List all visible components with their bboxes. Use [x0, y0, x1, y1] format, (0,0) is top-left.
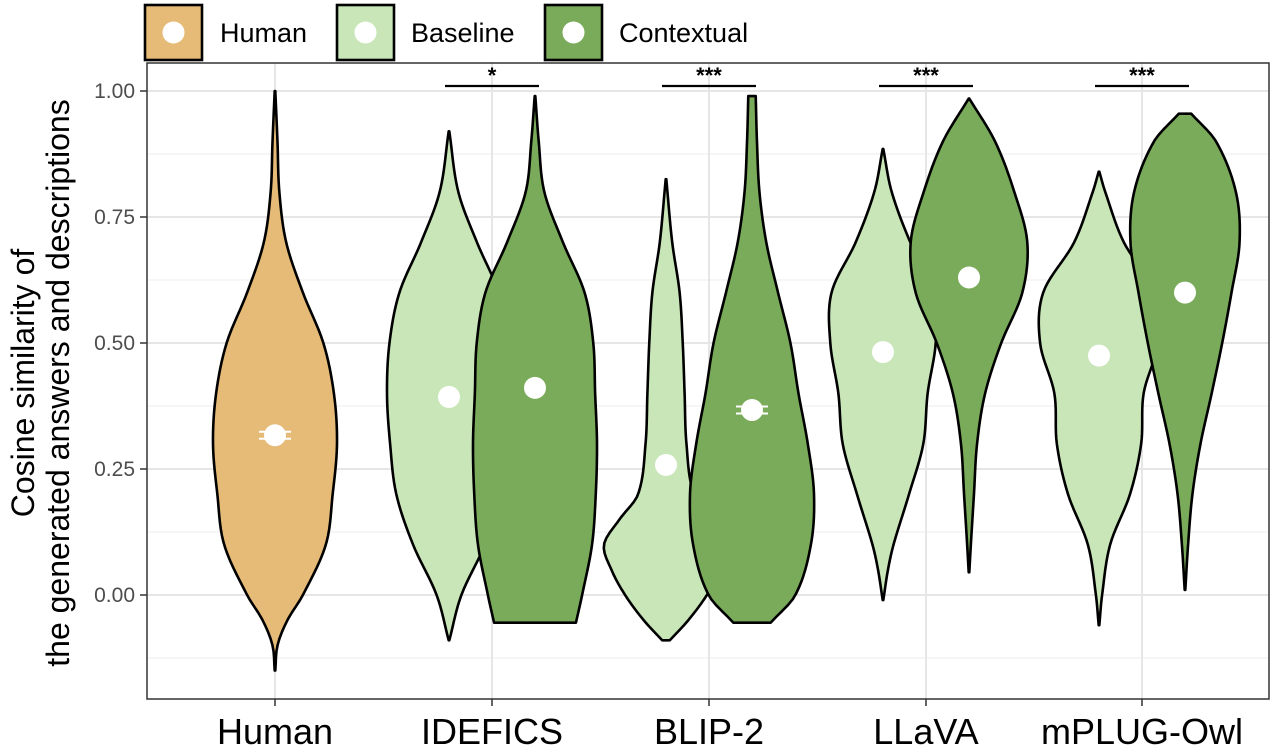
violin-idefics-contextual	[471, 94, 599, 625]
x-tick-label: mPLUG-Owl	[1041, 711, 1243, 752]
significance-label: ***	[913, 63, 939, 88]
x-tick-label: LLaVA	[873, 711, 978, 752]
violin-human-human	[211, 89, 339, 672]
significance-label: ***	[696, 63, 722, 88]
legend-label: Baseline	[411, 18, 515, 48]
y-axis-title-line-2: the generated answers and descriptions	[40, 99, 76, 666]
violin-mplug-owl-contextual	[1128, 112, 1242, 592]
mean-point	[438, 385, 460, 408]
legend-label: Contextual	[619, 18, 748, 48]
y-tick-label: 0.50	[94, 332, 135, 355]
significance-label: ***	[1129, 63, 1155, 88]
legend-key-human	[143, 3, 204, 62]
significance-label: *	[488, 63, 497, 88]
y-axis-title: Cosine similarity of the generated answe…	[5, 99, 76, 666]
mean-point	[958, 266, 980, 289]
mean-point	[264, 424, 286, 447]
legend-key-point	[354, 21, 377, 44]
x-tick-label: BLIP-2	[654, 711, 764, 752]
mean-point	[524, 376, 546, 399]
plot-panel: 0.00 0.25 0.50 0.75 1.00 Human IDEFICS BLIP-2 LL…	[94, 62, 1270, 752]
legend-key-point	[162, 21, 185, 44]
legend-key-point	[562, 21, 585, 44]
x-tick-label: Human	[217, 711, 333, 752]
mean-point	[1174, 281, 1196, 304]
mean-point	[1088, 344, 1110, 367]
y-tick-label: 0.25	[94, 458, 135, 481]
y-tick-label: 0.00	[94, 584, 135, 607]
y-axis-title-line-1: Cosine similarity of	[5, 249, 41, 518]
y-tick-label: 0.75	[94, 206, 135, 229]
violin-blip-2-contextual	[688, 94, 816, 625]
mean-point	[872, 341, 894, 364]
violin-llava-contextual	[909, 97, 1029, 574]
mean-point	[655, 453, 677, 476]
mean-point	[741, 399, 763, 422]
legend: Human Baseline Contextual	[143, 3, 748, 62]
violin-mplug-owl-baseline	[1037, 170, 1161, 627]
x-tick-label: IDEFICS	[421, 711, 563, 752]
y-tick-label: 1.00	[94, 80, 135, 103]
legend-label: Human	[220, 18, 307, 48]
panel-border	[146, 62, 1270, 700]
